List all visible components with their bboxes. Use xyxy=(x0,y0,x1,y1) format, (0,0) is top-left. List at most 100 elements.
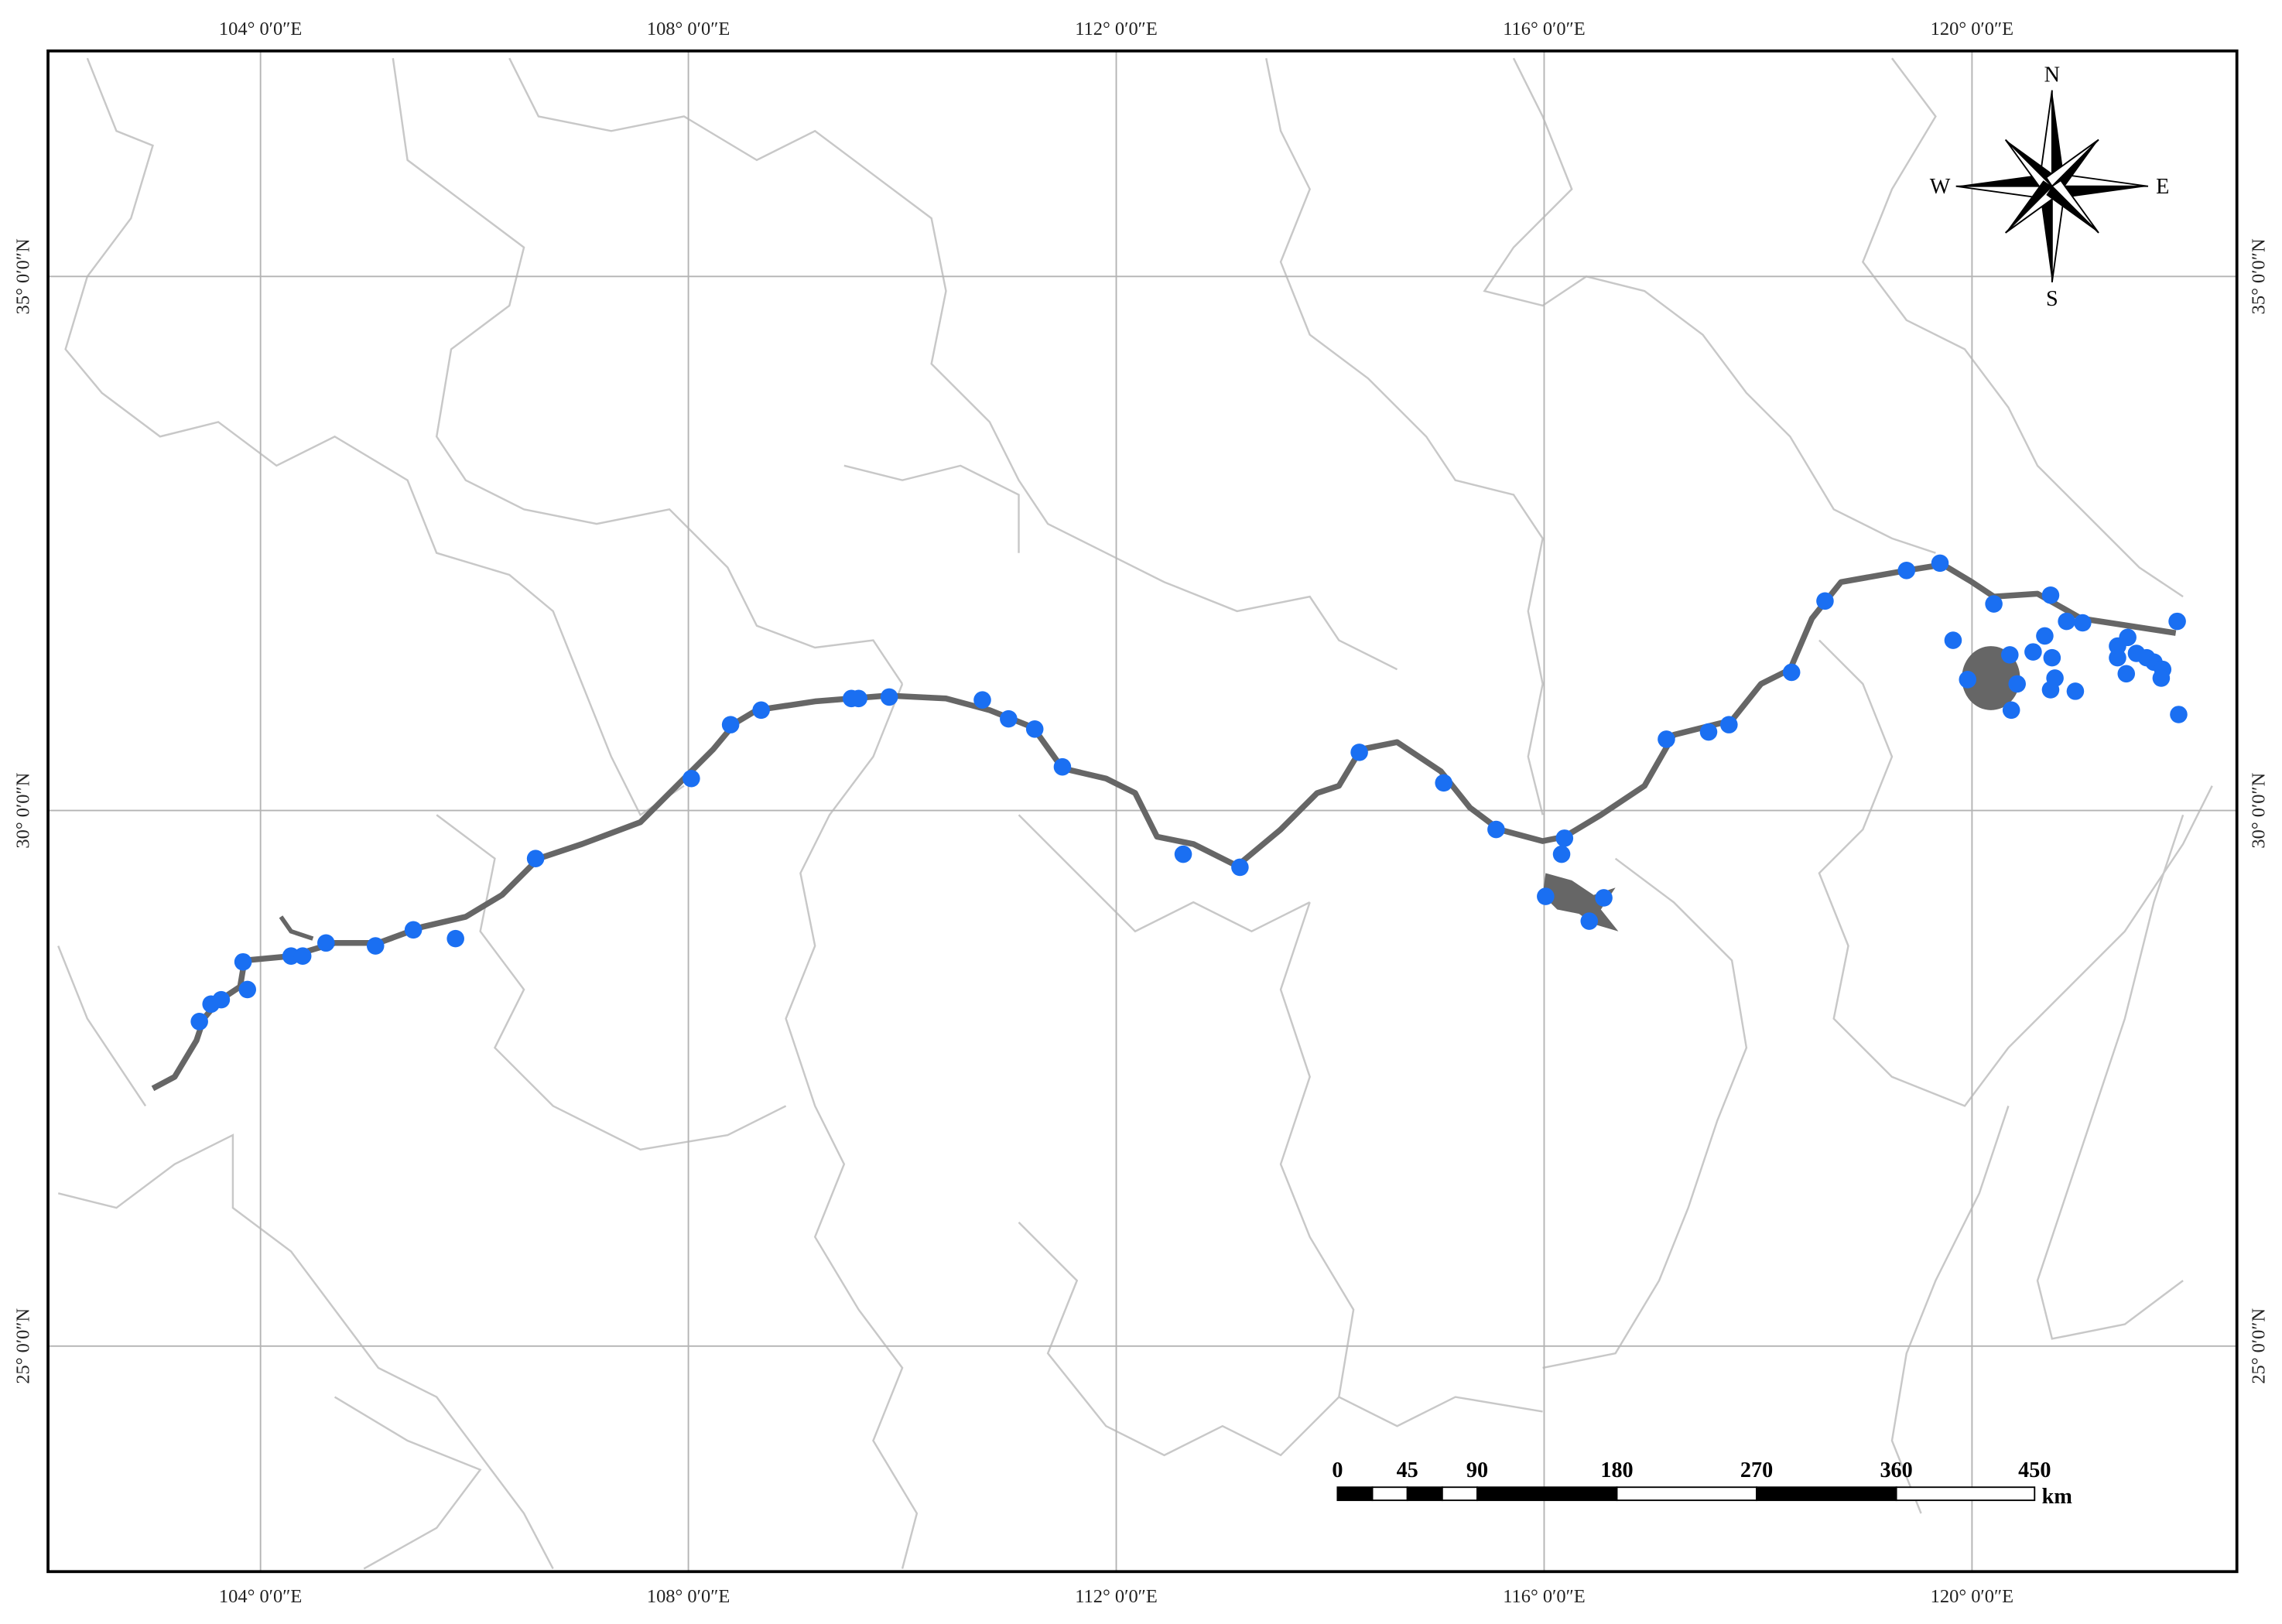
river xyxy=(151,561,2177,1092)
site-dot xyxy=(1435,774,1452,792)
province-boundaries xyxy=(57,57,2213,1570)
site-dot xyxy=(234,952,252,971)
site-dot xyxy=(2002,701,2020,720)
site-dot xyxy=(850,689,867,708)
site-dot xyxy=(1959,671,1977,689)
scale-label: 450 xyxy=(2018,1458,2051,1482)
site-dot xyxy=(880,688,898,706)
latitude-label: 25° 0′0″N xyxy=(2248,1308,2269,1383)
longitude-label: 108° 0′0″E xyxy=(647,19,730,39)
scale-label: 360 xyxy=(1880,1458,1912,1482)
compass-north: N xyxy=(2044,63,2060,87)
site-dot xyxy=(1053,757,1072,776)
site-dot xyxy=(1537,887,1555,905)
site-dot xyxy=(2168,612,2186,631)
scale-label: 90 xyxy=(1466,1458,1488,1482)
site-dot xyxy=(1555,829,1574,847)
site-dot xyxy=(973,691,991,709)
scale-segment xyxy=(1336,1486,1374,1502)
site-dot xyxy=(238,980,257,999)
scale-label: 45 xyxy=(1397,1458,1418,1482)
latitude-label: 35° 0′0″N xyxy=(13,238,34,314)
latitude-label: 35° 0′0″N xyxy=(2248,238,2269,314)
site-dot xyxy=(1720,716,1738,733)
longitude-label: 120° 0′0″E xyxy=(1931,19,2013,39)
latitude-label: 25° 0′0″N xyxy=(13,1308,34,1383)
site-dot xyxy=(1595,889,1613,907)
site-dot xyxy=(2008,675,2026,693)
site-dot xyxy=(752,701,770,720)
scale-segment xyxy=(1895,1486,2036,1502)
site-dot xyxy=(1025,720,1044,738)
scale-label: 180 xyxy=(1600,1458,1633,1482)
longitude-label: 120° 0′0″E xyxy=(1931,1586,2013,1607)
site-dot xyxy=(526,850,545,867)
longitude-label: 116° 0′0″E xyxy=(1503,1586,1586,1607)
map-frame xyxy=(46,49,2239,1574)
compass: N S W E xyxy=(1930,63,2170,311)
lake xyxy=(1542,873,1619,932)
site-dot xyxy=(1699,723,1718,741)
longitude-label: 104° 0′0″E xyxy=(219,1586,302,1607)
site-dot xyxy=(190,1013,208,1031)
compass-west: W xyxy=(1930,175,1951,199)
site-dot xyxy=(1782,663,1801,682)
longitude-label: 104° 0′0″E xyxy=(219,19,302,39)
site-dot xyxy=(2036,627,2054,645)
site-dot xyxy=(2109,648,2126,667)
site-dot xyxy=(2152,669,2171,687)
site-dot xyxy=(404,921,423,939)
site-dot xyxy=(2119,628,2137,647)
longitude-label: 116° 0′0″E xyxy=(1503,19,1586,39)
compass-east: E xyxy=(2156,175,2169,199)
site-dot xyxy=(2001,646,2019,664)
site-dot xyxy=(212,990,231,1009)
site-dot xyxy=(1231,858,1249,877)
site-dot xyxy=(2066,682,2085,700)
site-dot xyxy=(2041,586,2060,604)
site-dot xyxy=(1487,820,1505,839)
site-dot xyxy=(1816,592,1834,610)
scale-bar: 0 45 90 180 270 360 450 km xyxy=(1332,1458,2072,1509)
site-dot xyxy=(293,947,312,965)
scale-segment xyxy=(1616,1486,1757,1502)
scale-label: 0 xyxy=(1332,1458,1343,1482)
site-dot xyxy=(317,934,335,952)
scale-segment xyxy=(1476,1486,1618,1502)
site-dot xyxy=(721,716,740,733)
scale-segment xyxy=(1406,1486,1443,1502)
site-dot xyxy=(2043,648,2061,667)
site-dot xyxy=(2024,643,2042,661)
scale-segment xyxy=(1756,1486,1897,1502)
river-branch xyxy=(279,915,314,941)
site-dot xyxy=(1552,845,1571,863)
longitude-label: 108° 0′0″E xyxy=(647,1586,730,1607)
site-dot xyxy=(2117,665,2136,683)
site-dot xyxy=(1985,595,2003,613)
graticule: 104° 0′0″E 104° 0′0″E 108° 0′0″E 108° 0′0″E… xyxy=(13,19,2270,1607)
scale-segment xyxy=(1441,1486,1478,1502)
sites xyxy=(190,554,2188,1031)
site-dot xyxy=(446,929,464,948)
site-dot xyxy=(1000,709,1018,728)
site-dot xyxy=(1944,631,1962,649)
site-dot xyxy=(366,937,385,955)
site-dot xyxy=(2170,706,2188,723)
site-dot xyxy=(2074,614,2092,632)
site-dot xyxy=(1350,744,1368,761)
site-dot xyxy=(683,769,700,788)
site-dot xyxy=(1931,554,1949,573)
site-dot xyxy=(1658,730,1675,748)
site-dot xyxy=(2058,612,2075,631)
river-line xyxy=(151,561,2177,1092)
scale-segment xyxy=(1371,1486,1408,1502)
scale-unit: km xyxy=(2042,1485,2073,1509)
site-dot xyxy=(1897,561,1916,580)
scale-label: 270 xyxy=(1740,1458,1773,1482)
site-dot xyxy=(2041,681,2060,699)
latitude-label: 30° 0′0″N xyxy=(13,772,34,848)
compass-south: S xyxy=(2046,287,2058,311)
